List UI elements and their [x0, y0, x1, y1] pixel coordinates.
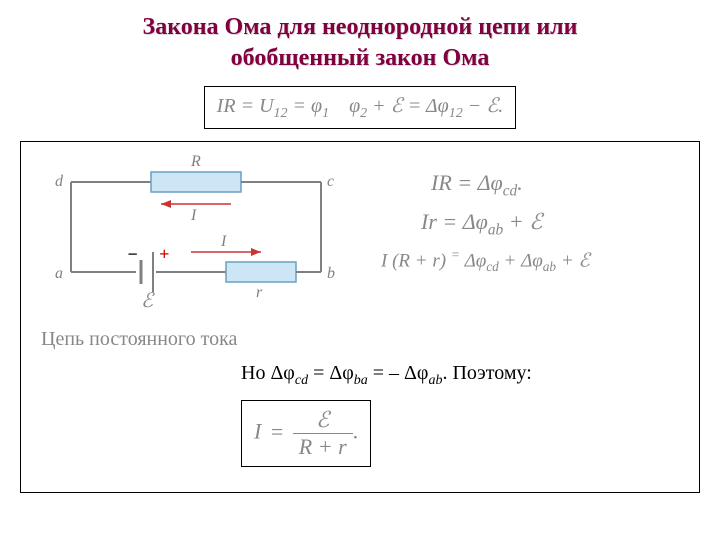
label-d: d	[55, 173, 64, 190]
mid-eq1: = Δφ	[308, 362, 354, 384]
circuit-diagram: R I − + ℰ r I d c a b	[31, 152, 351, 351]
eq-r2: Ir = Δφab + ℰ	[421, 209, 590, 239]
circuit-svg: R I − + ℰ r I d c a b	[31, 152, 351, 317]
label-emf: ℰ	[141, 290, 155, 312]
final-fraction: ℰ R + r	[293, 407, 353, 460]
label-b: b	[327, 265, 335, 282]
mid-ab: ab	[428, 373, 442, 388]
final-eq-box: I = ℰ R + r .	[241, 400, 371, 467]
mid-post: . Поэтому:	[442, 362, 531, 384]
mid-text: Но Δφcd = Δφba = – Δφab. Поэтому:	[241, 362, 532, 389]
svg-text:+: +	[159, 244, 169, 264]
eq-r3: I (R + r) = Δφcd + Δφab + ℰ	[381, 247, 590, 275]
final-eq-sign: =	[271, 419, 283, 444]
top-equation-row: IR = U12 = φ1 φ2 + ℰ = Δφ12 − ℰ.	[0, 86, 720, 129]
label-I-top: I	[190, 207, 197, 224]
right-equations: IR = Δφcd. Ir = Δφab + ℰ I (R + r) = Δφc…	[381, 162, 590, 283]
label-r: r	[256, 284, 263, 301]
final-den: R + r	[293, 434, 353, 460]
final-I: I	[254, 419, 261, 444]
svg-text:−: −	[127, 244, 138, 264]
final-equation: I = ℰ R + r .	[241, 400, 371, 467]
main-content-frame: R I − + ℰ r I d c a b	[20, 141, 700, 493]
mid-eq2: = – Δφ	[368, 362, 429, 384]
top-equation-box: IR = U12 = φ1 φ2 + ℰ = Δφ12 − ℰ.	[204, 86, 517, 129]
final-dot: .	[353, 419, 359, 444]
label-I-bot: I	[220, 233, 227, 250]
mid-cd: cd	[295, 373, 308, 388]
final-num: ℰ	[293, 407, 353, 434]
mid-ba: ba	[354, 373, 368, 388]
label-c: c	[327, 173, 334, 190]
page-title: Закона Ома для неоднородной цепи или обо…	[0, 0, 720, 74]
label-R: R	[190, 153, 201, 170]
title-line1: Закона Ома для неоднородной цепи или	[143, 14, 578, 40]
title-line2: обобщенный закон Ома	[231, 45, 490, 71]
label-a: a	[55, 265, 63, 282]
circuit-caption: Цепь постоянного тока	[41, 328, 351, 351]
eq-r1: IR = Δφcd.	[431, 170, 590, 200]
mid-pre: Но Δφ	[241, 362, 295, 384]
